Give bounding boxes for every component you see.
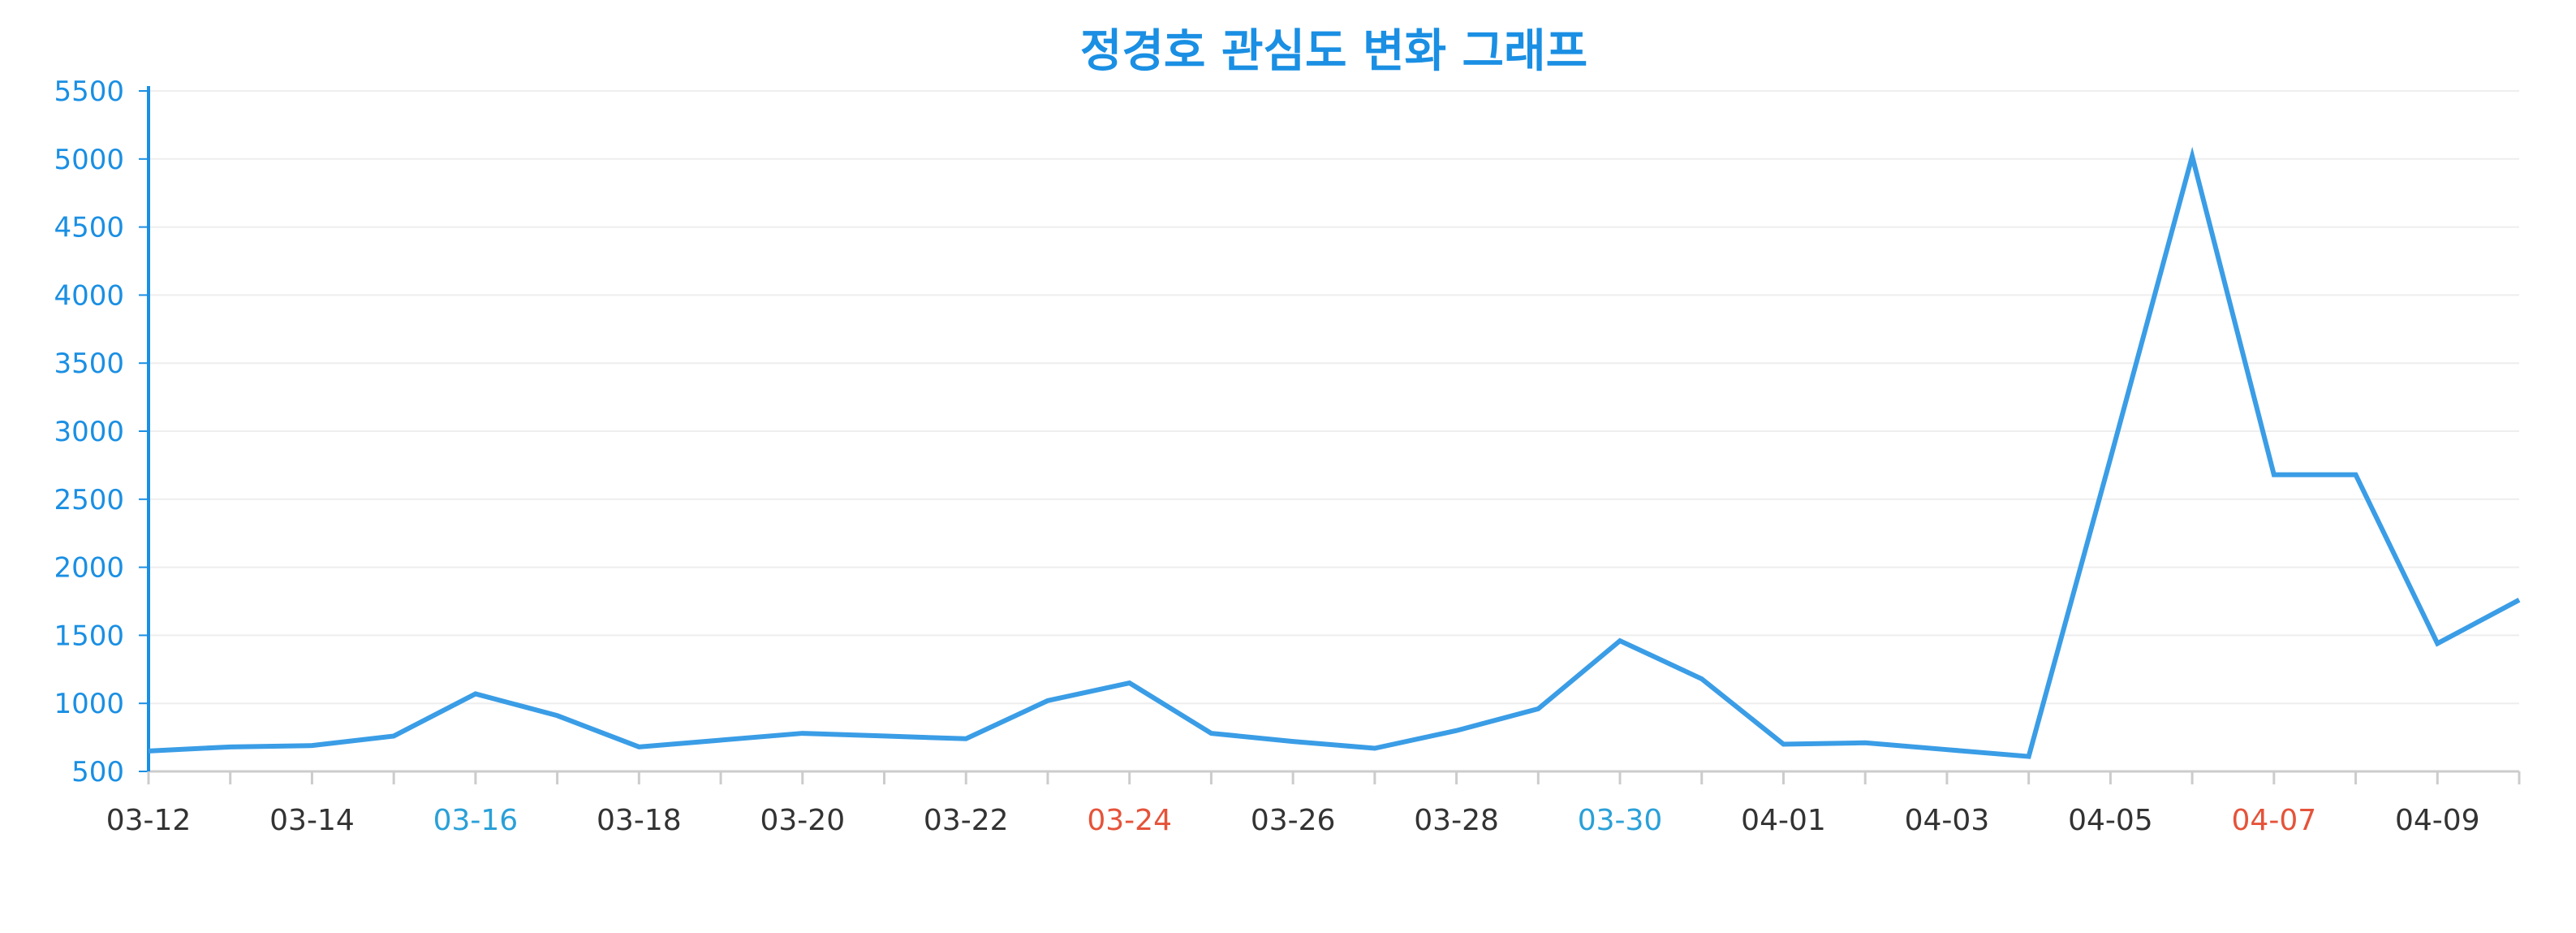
chart-title: 정경호 관심도 변화 그래프 xyxy=(1080,25,1587,78)
y-tick-label: 4000 xyxy=(54,279,124,312)
x-tick-label: 03-28 xyxy=(1414,804,1499,837)
y-tick-label: 1000 xyxy=(54,688,124,720)
x-tick-label: 03-30 xyxy=(1578,804,1663,837)
y-tick-label: 500 xyxy=(71,756,124,788)
y-tick-label: 4500 xyxy=(54,212,124,244)
x-tick-label: 04-09 xyxy=(2395,804,2480,837)
y-tick-label: 2500 xyxy=(54,484,124,516)
x-tick-label: 03-24 xyxy=(1087,804,1172,837)
x-tick-label: 03-16 xyxy=(433,804,519,837)
y-tick-label: 1500 xyxy=(54,620,124,652)
y-tick-label: 5000 xyxy=(54,144,124,176)
x-tick-label: 03-18 xyxy=(597,804,682,837)
series-line xyxy=(148,146,2521,759)
x-tick-label: 04-03 xyxy=(1905,804,1990,837)
x-tick-label: 04-05 xyxy=(2068,804,2153,837)
x-tick-label: 03-12 xyxy=(106,804,192,837)
y-tick-label: 3500 xyxy=(54,348,124,380)
x-tick-label: 03-20 xyxy=(760,804,845,837)
x-tick-label: 04-07 xyxy=(2232,804,2317,837)
y-tick-label: 2000 xyxy=(54,552,124,585)
y-tick-label: 3000 xyxy=(54,416,124,448)
x-tick-label: 04-01 xyxy=(1741,804,1826,837)
y-tick-label: 5500 xyxy=(54,76,124,108)
x-tick-label: 03-26 xyxy=(1251,804,1336,837)
x-tick-label: 03-22 xyxy=(924,804,1009,837)
x-tick-label: 03-14 xyxy=(269,804,355,837)
